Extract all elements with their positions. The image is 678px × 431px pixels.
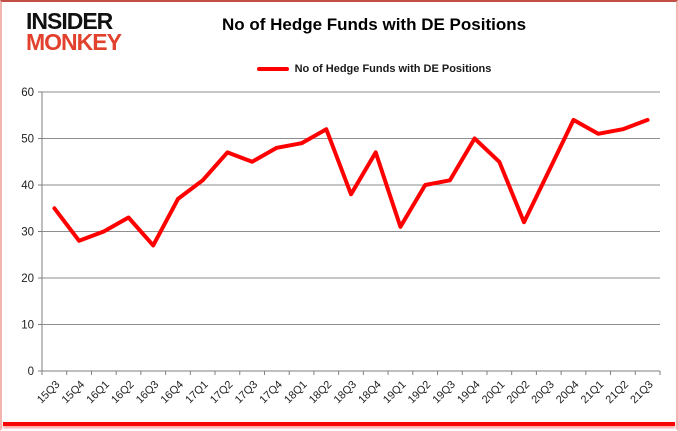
x-tick-label: 18Q4 <box>356 379 384 407</box>
insider-monkey-logo: INSIDER MONKEY <box>26 8 122 56</box>
x-tick-label: 15Q3 <box>35 379 63 407</box>
x-tick-label: 18Q2 <box>307 379 335 407</box>
x-tick-label: 16Q3 <box>134 379 162 407</box>
x-tick-label: 21Q1 <box>579 379 607 407</box>
chart-line <box>52 117 650 248</box>
x-tick-label: 17Q2 <box>208 379 236 407</box>
y-tick-label: 40 <box>21 180 34 192</box>
x-tick-label: 19Q4 <box>455 379 483 407</box>
y-tick-label: 20 <box>21 273 34 285</box>
x-tick-label: 17Q3 <box>233 379 261 407</box>
y-tick-label: 10 <box>21 320 34 332</box>
y-tick-label: 30 <box>21 227 34 239</box>
x-tick-label: 19Q1 <box>381 379 409 407</box>
x-tick-label: 18Q1 <box>282 379 310 407</box>
logo-line-insider: INSIDER <box>26 8 113 34</box>
logo-line-monkey: MONKEY <box>26 29 122 56</box>
x-tick-label: 18Q3 <box>332 379 360 407</box>
x-tick-label: 20Q2 <box>505 379 533 407</box>
x-tick-label: 20Q3 <box>529 379 557 407</box>
x-tick-label: 17Q4 <box>257 379 285 407</box>
x-tick-label: 21Q3 <box>628 379 656 407</box>
x-tick-label: 17Q1 <box>183 379 211 407</box>
x-tick-label: 21Q2 <box>604 379 632 407</box>
x-tick-label: 16Q4 <box>159 379 187 407</box>
y-tick-label: 0 <box>28 366 34 378</box>
x-tick-label: 19Q2 <box>406 379 434 407</box>
bottom-red-border <box>3 422 675 426</box>
y-tick-label: 50 <box>21 134 34 146</box>
x-tick-label: 16Q2 <box>109 379 137 407</box>
x-tick-label: 15Q4 <box>60 379 88 407</box>
legend-line-swatch-icon <box>256 67 289 71</box>
legend-label: No of Hedge Funds with DE Positions <box>294 63 492 75</box>
x-tick-label: 19Q3 <box>430 379 458 407</box>
x-tick-label: 20Q1 <box>480 379 508 407</box>
chart-title: No of Hedge Funds with DE Positions <box>221 15 527 34</box>
x-tick-label: 16Q1 <box>84 379 112 407</box>
x-tick-label: 20Q4 <box>554 379 582 407</box>
chart-legend: No of Hedge Funds with DE Positions <box>112 62 636 76</box>
y-tick-label: 60 <box>21 87 34 99</box>
